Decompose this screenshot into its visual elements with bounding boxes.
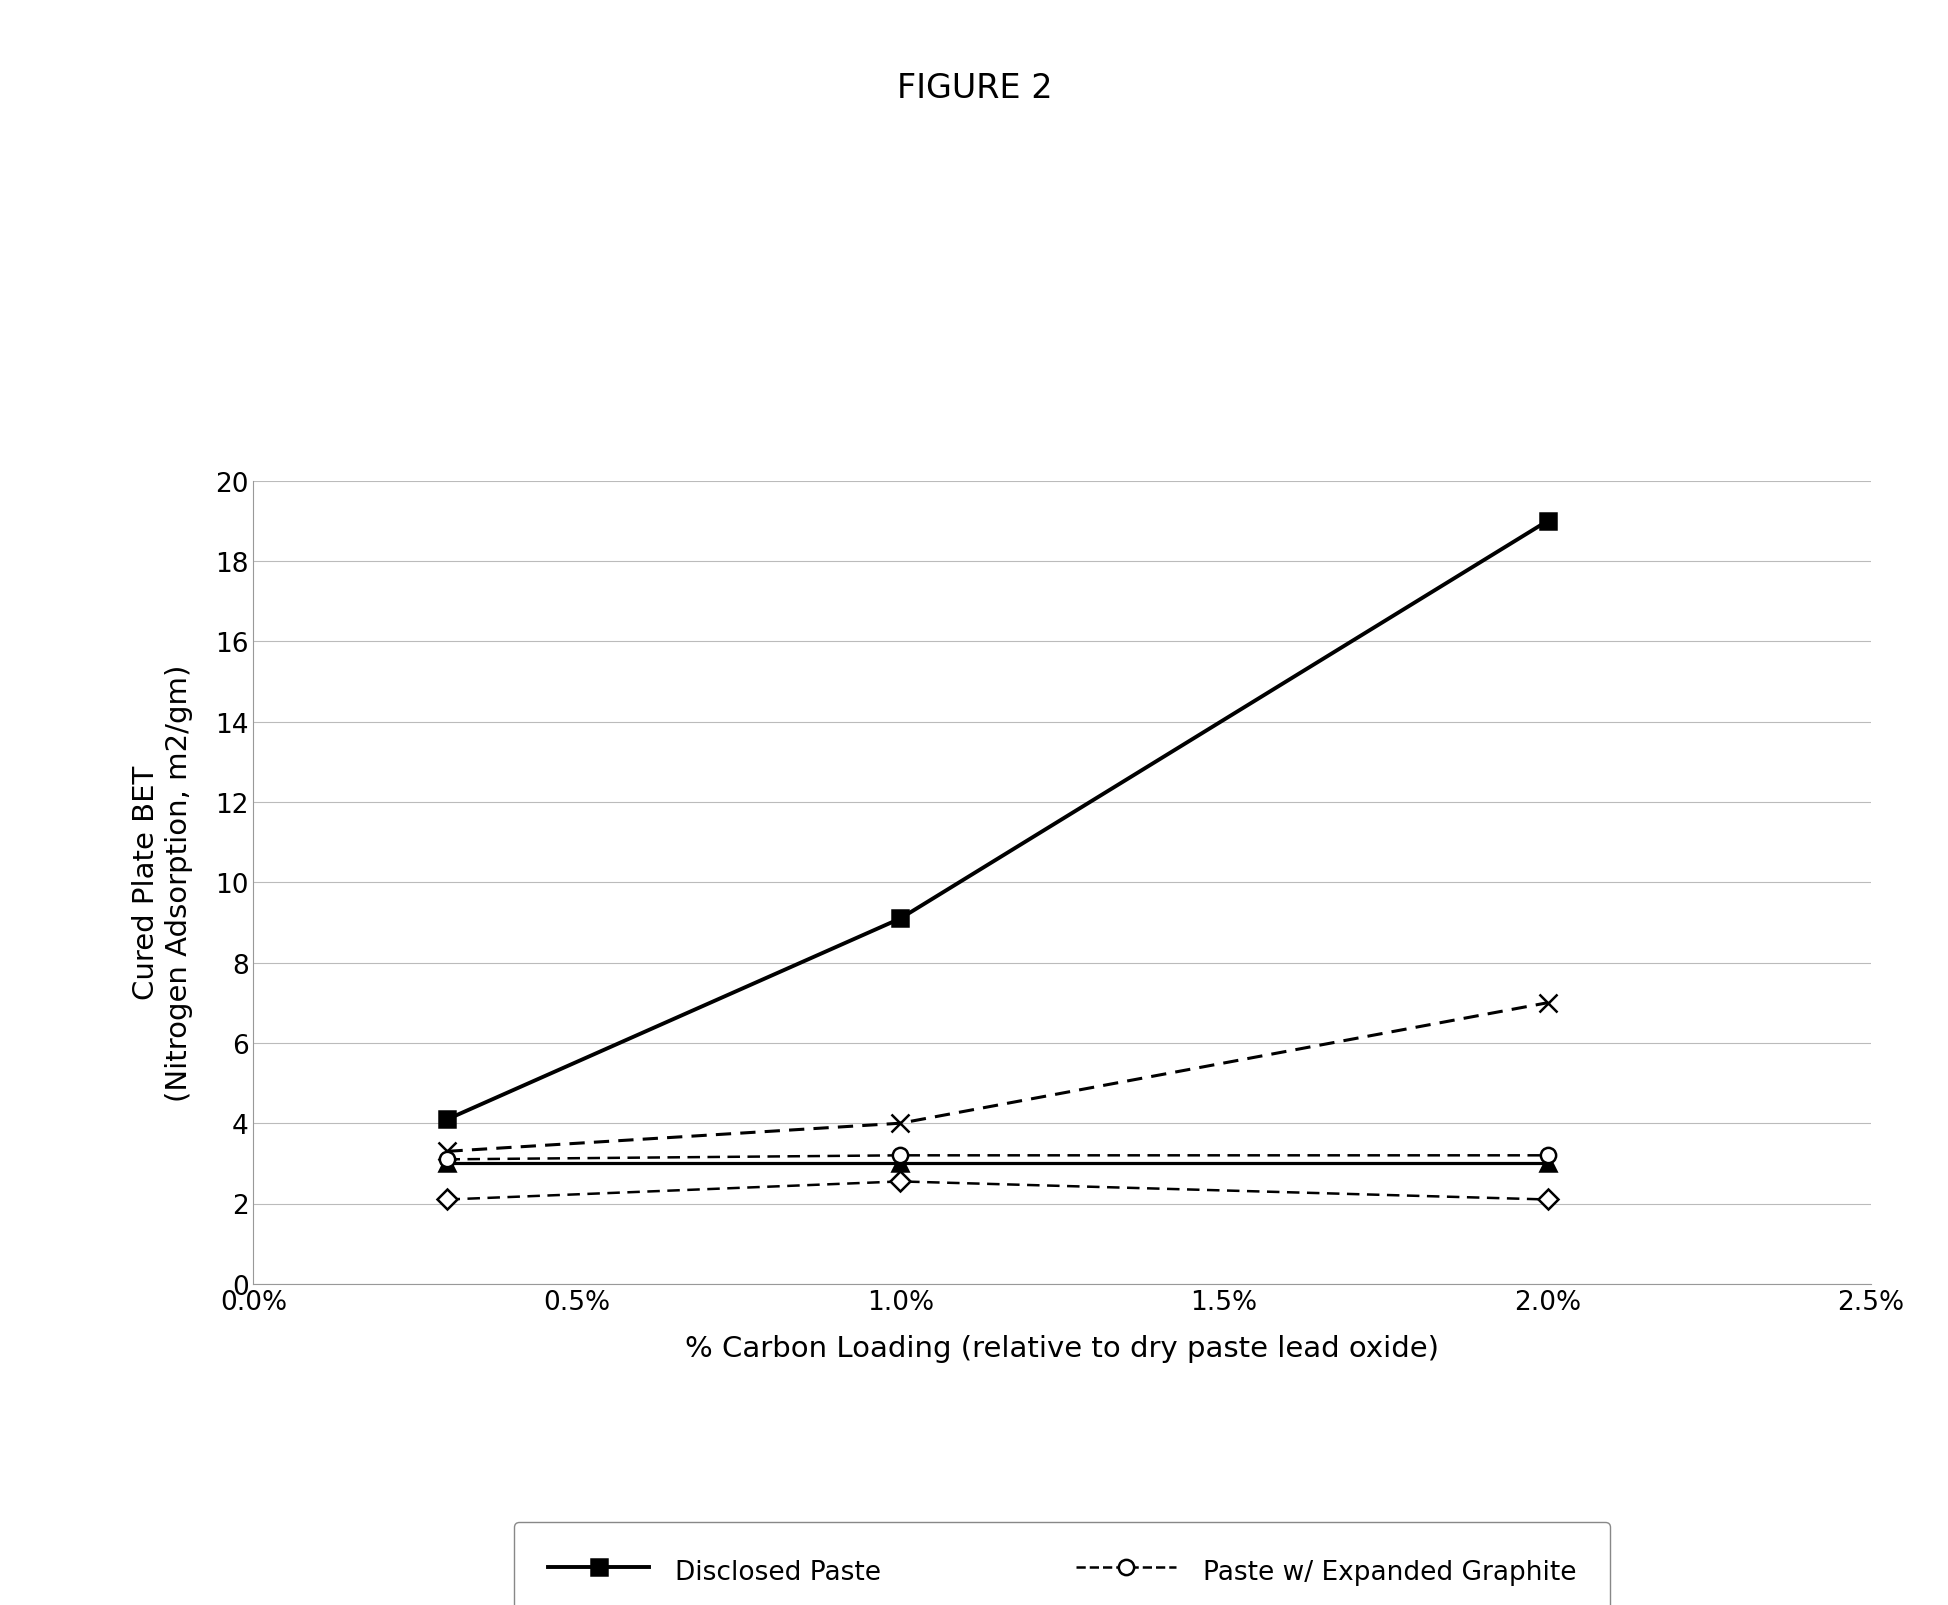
- Y-axis label: Cured Plate BET
(Nitrogen Adsorption, m2/gm): Cured Plate BET (Nitrogen Adsorption, m2…: [132, 664, 193, 1101]
- Legend: Disclosed Paste, Paste w/ Coconut-based AC, Paste w/ Flask Graphite, Paste w/ Ex: Disclosed Paste, Paste w/ Coconut-based …: [514, 1522, 1609, 1605]
- X-axis label: % Carbon Loading (relative to dry paste lead oxide): % Carbon Loading (relative to dry paste …: [686, 1334, 1438, 1363]
- Text: FIGURE 2: FIGURE 2: [896, 72, 1052, 106]
